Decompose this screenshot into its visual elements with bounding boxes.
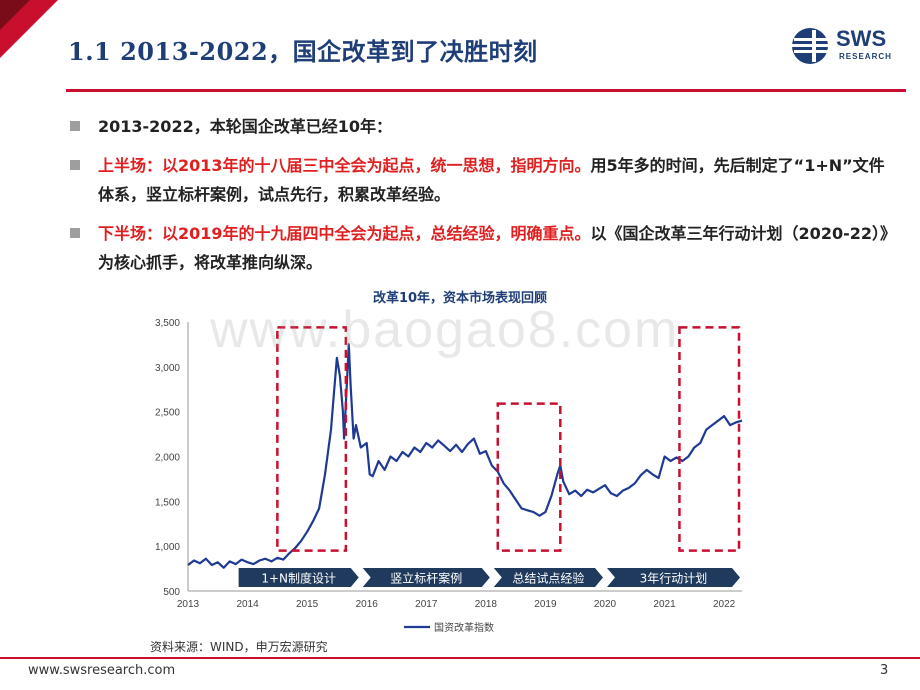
y-tick-label: 3,000 (155, 363, 180, 374)
phase-arrow (362, 568, 490, 587)
chart-title: 改革10年，资本市场表现回顾 (372, 291, 548, 306)
sws-logo: SWS RESEARCH (790, 24, 905, 68)
bullet-highlight: 上半场：以2013年的十八届三中全会为起点，统一思想，指明方向。 (98, 156, 591, 175)
bullet-text: 以《国企改革三年行动计划（2020-22）》为核心抓手，将改革推向纵深。 (98, 224, 888, 272)
logo-icon (792, 28, 828, 64)
page-number: 3 (880, 663, 889, 678)
logo-subtext: RESEARCH (839, 52, 892, 61)
x-tick-label: 2014 (236, 599, 259, 610)
page-title: 1.1 2013-2022，国企改革到了决胜时刻 (68, 37, 538, 66)
footer-divider (0, 657, 920, 659)
bullet-square-icon (70, 121, 80, 131)
bullet-item: 2013-2022，本轮国企改革已经10年： (70, 112, 890, 141)
source-note: 资料来源：WIND，申万宏源研究 (150, 640, 328, 654)
x-tick-label: 2017 (415, 599, 438, 610)
corner-accent-dark (0, 0, 30, 30)
phase-arrow (493, 568, 603, 587)
x-tick-label: 2016 (356, 599, 379, 610)
x-tick-label: 2020 (594, 599, 617, 610)
highlight-box (678, 326, 741, 552)
y-tick-label: 1,500 (155, 497, 180, 508)
y-tick-label: 1,000 (155, 542, 180, 553)
x-tick-label: 2013 (177, 599, 200, 610)
y-tick-label: 3,500 (155, 318, 180, 329)
phase-arrow (606, 568, 740, 587)
phase-arrow (238, 568, 359, 587)
logo-text: SWS (836, 26, 887, 51)
slide-header: 1.1 2013-2022，国企改革到了决胜时刻 SWS RESEARCH (0, 0, 920, 92)
highlight-box (496, 402, 562, 552)
bullet-item: 上半场：以2013年的十八届三中全会为起点，统一思想，指明方向。用5年多的时间，… (70, 151, 890, 209)
highlight-box (276, 326, 348, 552)
watermark: www.baogao8.com (210, 301, 680, 359)
x-tick-label: 2019 (534, 599, 557, 610)
legend-label: 国资改革指数 (434, 621, 494, 634)
title-divider (66, 89, 906, 92)
phase-label: 竖立标杆案例 (390, 571, 462, 586)
x-tick-label: 2015 (296, 599, 319, 610)
bullet-highlight: 下半场：以2019年的十九届四中全会为起点，总结经验，明确重点。 (98, 224, 591, 243)
x-tick-label: 2018 (475, 599, 498, 610)
y-tick-label: 2,000 (155, 453, 180, 464)
footer-url[interactable]: www.swsresearch.com (28, 663, 176, 678)
x-tick-label: 2022 (713, 599, 736, 610)
bullet-item: 下半场：以2019年的十九届四中全会为起点，总结经验，明确重点。以《国企改革三年… (70, 219, 890, 277)
y-tick-label: 2,500 (155, 408, 180, 419)
bullet-square-icon (70, 228, 80, 238)
bullet-text: 用5年多的时间，先后制定了“1+N”文件体系，竖立标杆案例，试点先行，积累改革经… (98, 156, 885, 204)
bullet-list: 2013-2022，本轮国企改革已经10年： 上半场：以2013年的十八届三中全… (70, 112, 890, 287)
phase-label: 3年行动计划 (640, 572, 708, 586)
bullet-text: 2013-2022，本轮国企改革已经10年： (98, 117, 392, 136)
bullet-square-icon (70, 160, 80, 170)
x-tick-label: 2021 (653, 599, 676, 610)
y-tick-label: 500 (163, 587, 180, 598)
series-line (187, 343, 743, 569)
phase-label: 1+N制度设计 (261, 571, 336, 586)
phase-label: 总结试点经验 (512, 571, 584, 586)
